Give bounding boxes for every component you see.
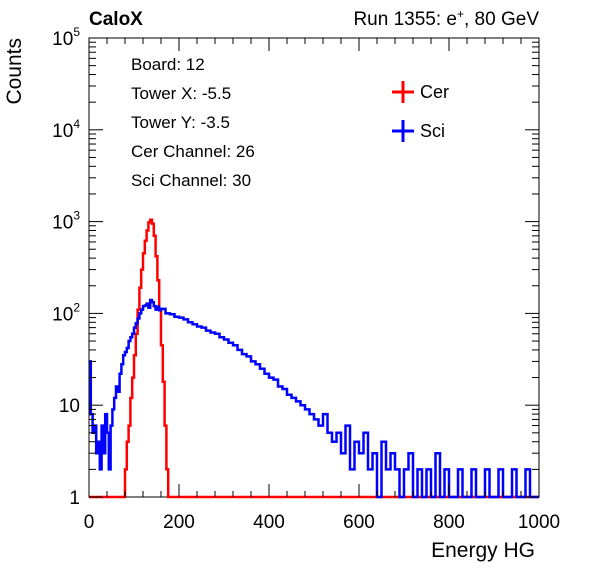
y-axis-label: Counts <box>3 38 26 105</box>
info-line-sci-channel: Sci Channel: 30 <box>131 171 251 190</box>
info-line-board: Board: 12 <box>131 55 205 74</box>
series-sci-line <box>89 298 539 499</box>
y-tick-label: 105 <box>52 25 80 50</box>
legend: Cer Sci <box>392 81 449 142</box>
y-tick-label: 104 <box>52 117 80 142</box>
legend-cer-label: Cer <box>420 82 449 102</box>
run-info-suffix: , 80 GeV <box>464 9 539 30</box>
series-layer <box>89 218 539 499</box>
info-line-tower-x: Tower X: -5.5 <box>131 84 231 103</box>
y-axis: 1 10 102 103 104 105 <box>52 25 539 509</box>
x-tick-label: 1000 <box>518 512 560 533</box>
y-tick-label: 10 <box>59 396 80 417</box>
y-tick-label: 102 <box>52 300 80 325</box>
x-tick-label: 800 <box>433 512 465 533</box>
run-info-superscript: + <box>457 7 464 21</box>
x-axis: 0 200 400 600 800 1000 <box>84 38 560 533</box>
x-tick-label: 600 <box>343 512 375 533</box>
legend-sci-marker <box>392 120 414 142</box>
experiment-label: CaloX <box>89 9 143 30</box>
y-tick-label: 1 <box>69 488 80 509</box>
run-info-prefix: Run 1355: e <box>353 9 457 30</box>
info-line-tower-y: Tower Y: -3.5 <box>131 113 230 132</box>
legend-sci-label: Sci <box>420 121 445 141</box>
legend-cer-marker <box>392 81 414 103</box>
y-tick-label: 103 <box>52 209 80 234</box>
x-tick-label: 200 <box>163 512 195 533</box>
info-box: Board: 12 Tower X: -5.5 Tower Y: -3.5 Ce… <box>131 55 255 190</box>
x-tick-label: 400 <box>253 512 285 533</box>
series-cer-line <box>89 218 539 499</box>
x-tick-label: 0 <box>84 512 95 533</box>
x-axis-label: Energy HG <box>431 539 535 562</box>
run-info: Run 1355: e+, 80 GeV <box>353 7 539 30</box>
info-line-cer-channel: Cer Channel: 26 <box>131 142 255 161</box>
